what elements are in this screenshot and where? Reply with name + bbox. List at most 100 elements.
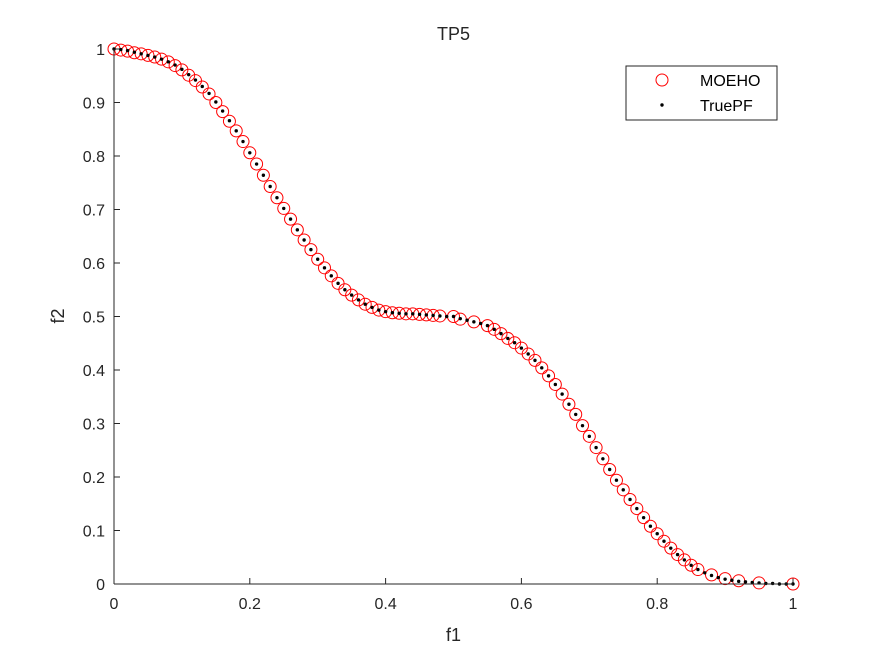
data-point-truepf — [383, 309, 388, 314]
data-point-truepf — [153, 55, 157, 59]
y-tick-label: 0.9 — [83, 96, 105, 113]
data-point-truepf — [275, 196, 279, 200]
data-point-truepf — [445, 314, 449, 319]
data-point-truepf — [125, 48, 130, 53]
data-point-truepf — [349, 293, 354, 297]
data-point-moeho — [548, 377, 562, 391]
data-point-truepf — [499, 331, 503, 336]
data-point-truepf — [180, 67, 184, 72]
data-point-moeho — [256, 168, 270, 182]
data-point-truepf — [526, 352, 530, 356]
y-tick-label: 0.7 — [83, 203, 105, 220]
data-point-truepf — [451, 314, 456, 319]
data-point-moeho — [643, 519, 657, 533]
data-point-truepf — [492, 327, 496, 332]
data-point-truepf — [309, 247, 313, 252]
data-point-truepf — [295, 228, 300, 232]
data-point-truepf — [241, 139, 245, 144]
data-point-truepf — [682, 558, 687, 562]
data-point-moeho — [155, 52, 169, 66]
legend: MOEHO TruePF — [625, 65, 778, 121]
data-point-truepf — [377, 308, 381, 312]
data-point-moeho — [494, 327, 508, 341]
data-point-truepf — [417, 312, 422, 317]
data-point-truepf — [601, 457, 605, 461]
y-tick-label: 0.3 — [83, 417, 105, 434]
data-point-moeho — [616, 483, 630, 497]
data-point-truepf — [431, 313, 435, 318]
data-point-truepf — [533, 358, 537, 363]
data-point-truepf — [675, 552, 680, 557]
legend-marker-truepf — [660, 103, 664, 107]
data-point-truepf — [254, 162, 259, 166]
data-point-moeho — [657, 534, 671, 548]
y-tick-label: 0.8 — [83, 149, 105, 166]
data-point-truepf — [404, 312, 408, 316]
data-point-moeho — [351, 293, 365, 307]
data-point-truepf — [662, 539, 666, 543]
data-point-moeho — [535, 361, 549, 375]
y-tick-label: 0.5 — [83, 310, 105, 327]
data-point-truepf — [689, 563, 693, 567]
data-point-moeho — [623, 492, 637, 506]
data-point-moeho — [175, 63, 189, 77]
data-point-truepf — [485, 323, 490, 328]
x-tick-label: 0.8 — [646, 596, 668, 613]
data-point-moeho — [508, 336, 522, 350]
data-point-moeho — [284, 212, 298, 226]
data-point-truepf — [580, 423, 585, 428]
data-point-moeho — [290, 223, 304, 237]
data-point-truepf — [716, 575, 721, 580]
data-point-moeho — [338, 283, 352, 297]
data-point-truepf — [574, 412, 578, 417]
data-point-moeho — [487, 322, 501, 336]
data-point-truepf — [519, 346, 524, 350]
data-point-truepf — [200, 84, 204, 89]
data-point-truepf — [546, 374, 551, 378]
data-point-moeho — [609, 473, 623, 487]
data-point-moeho — [345, 288, 359, 302]
data-point-truepf — [322, 266, 327, 270]
series-truepf — [112, 47, 795, 586]
data-point-moeho — [277, 201, 291, 215]
y-tick-label: 0.2 — [83, 470, 105, 487]
data-point-moeho — [168, 59, 182, 73]
data-point-truepf — [424, 313, 429, 317]
data-point-moeho — [134, 47, 148, 61]
data-point-moeho — [317, 261, 331, 275]
data-point-moeho — [222, 114, 236, 128]
data-point-truepf — [207, 91, 211, 96]
data-point-truepf — [709, 573, 714, 578]
data-point-truepf — [438, 314, 442, 318]
data-point-moeho — [576, 419, 590, 433]
data-point-moeho — [202, 87, 216, 101]
y-tick-label: 0.6 — [83, 256, 105, 273]
data-point-moeho — [236, 135, 250, 149]
data-point-moeho — [569, 407, 583, 421]
chart-title: TP5 — [437, 24, 470, 44]
data-point-moeho — [467, 315, 481, 329]
data-point-truepf — [193, 78, 198, 82]
data-point-truepf — [132, 50, 137, 54]
data-point-truepf — [621, 488, 625, 492]
y-tick-label: 0.4 — [83, 363, 105, 380]
data-point-moeho — [480, 319, 494, 333]
data-point-truepf — [390, 311, 395, 315]
data-point-moeho — [589, 441, 603, 455]
data-point-truepf — [635, 506, 639, 511]
legend-label-moeho: MOEHO — [700, 73, 760, 90]
data-point-truepf — [764, 581, 768, 586]
data-point-truepf — [641, 515, 646, 520]
data-point-moeho — [562, 397, 576, 411]
data-point-truepf — [302, 238, 306, 242]
data-point-truepf — [743, 580, 748, 584]
data-point-truepf — [465, 318, 469, 322]
data-point-truepf — [220, 109, 225, 113]
data-point-truepf — [397, 311, 401, 315]
data-point-truepf — [512, 341, 517, 345]
data-point-truepf — [607, 467, 612, 472]
data-point-truepf — [553, 382, 558, 387]
data-point-truepf — [268, 184, 272, 189]
data-point-truepf — [234, 129, 238, 133]
